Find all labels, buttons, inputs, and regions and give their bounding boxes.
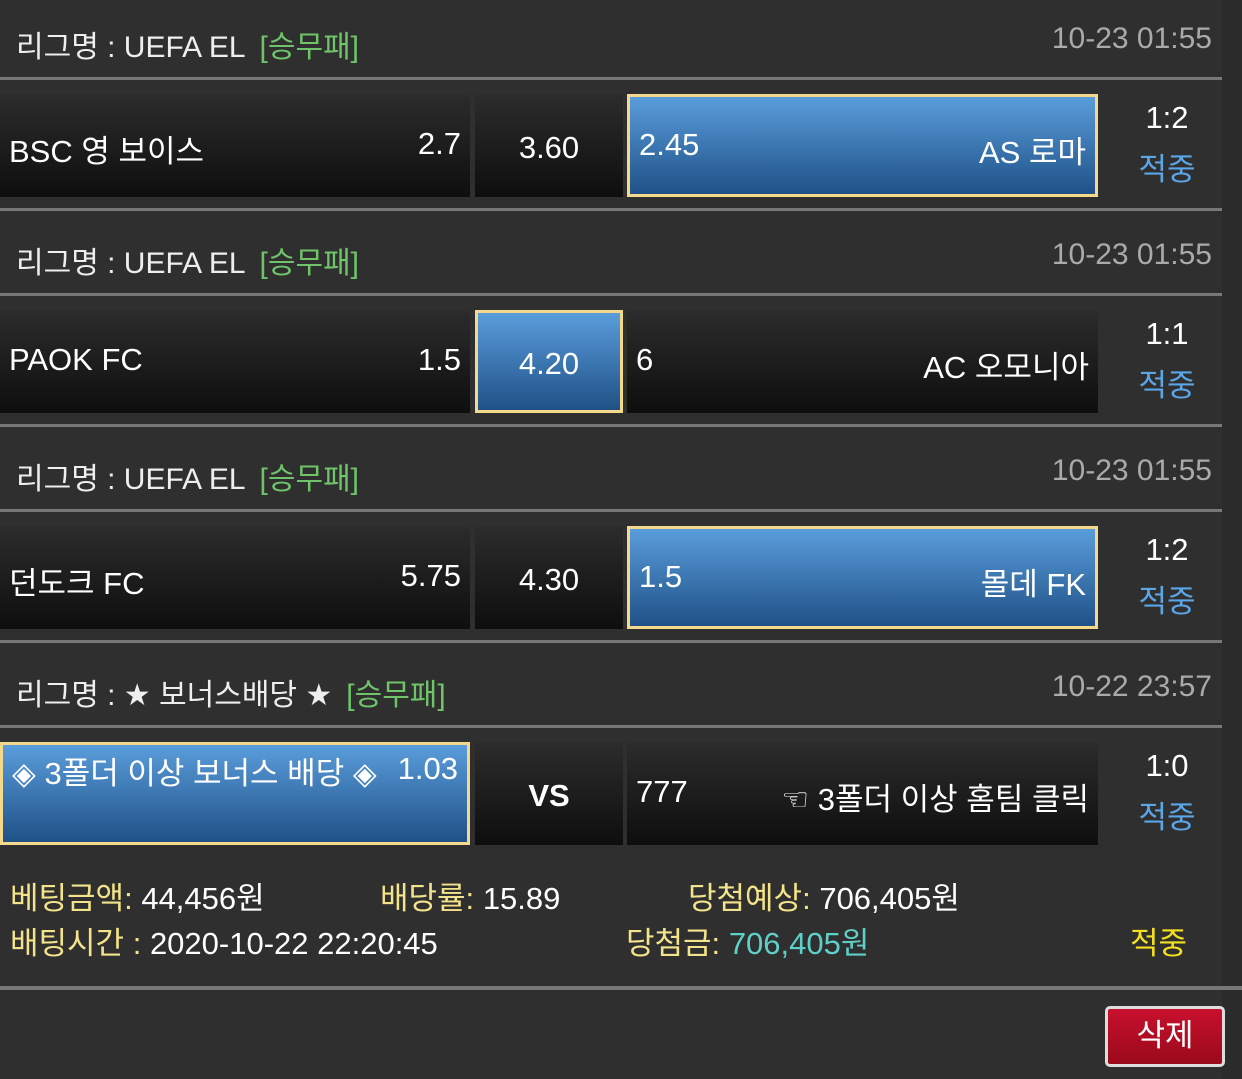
match-block: 리그명 : UEFA EL [승무패] 10-23 01:55 BSC 영 보이스… bbox=[0, 0, 1222, 216]
away-odds: 2.45 bbox=[639, 127, 700, 162]
score: 1:1 bbox=[1145, 316, 1189, 351]
divider bbox=[0, 640, 1222, 643]
match-header: 리그명 : ★ 보너스배당 ★ [승무패] 10-22 23:57 bbox=[0, 648, 1222, 728]
home-option[interactable]: PAOK FC 1.5 bbox=[0, 310, 470, 413]
draw-odds: 3.60 bbox=[518, 130, 580, 165]
match-result: 1:2 적중 bbox=[1100, 532, 1234, 621]
expected-value: 706,405원 bbox=[819, 881, 960, 916]
league-name: 리그명 : ★ 보너스배당 ★ [승무패] bbox=[16, 670, 446, 714]
draw-odds: 4.30 bbox=[518, 562, 580, 597]
league-label: 리그명 : UEFA EL bbox=[16, 31, 246, 64]
away-option[interactable]: 2.45 AS 로마 bbox=[627, 94, 1098, 197]
divider bbox=[0, 509, 1222, 512]
home-team: PAOK FC bbox=[9, 342, 143, 377]
draw-odds: 4.20 bbox=[518, 346, 580, 381]
divider bbox=[0, 208, 1222, 211]
divider bbox=[0, 986, 1242, 990]
match-status: 적중 bbox=[1138, 152, 1196, 187]
away-team: AS 로마 bbox=[978, 135, 1086, 170]
bet-amount: 베팅금액: 44,456원 bbox=[10, 873, 265, 918]
away-odds: 1.5 bbox=[639, 559, 683, 594]
odds-value: 15.89 bbox=[482, 881, 561, 916]
delete-button[interactable]: 삭제 bbox=[1105, 1006, 1225, 1067]
away-odds: 777 bbox=[636, 774, 688, 809]
bet-amount-label: 베팅금액: bbox=[10, 881, 133, 916]
away-option[interactable]: 1.5 몰데 FK bbox=[627, 526, 1098, 629]
bet-type: [승무패] bbox=[346, 679, 446, 712]
match-time: 10-23 01:55 bbox=[1051, 454, 1212, 487]
match-status: 적중 bbox=[1138, 800, 1196, 835]
away-odds: 6 bbox=[636, 342, 654, 377]
home-team: ◈ 3폴더 이상 보너스 배당 ◈ bbox=[12, 756, 377, 791]
league-name: 리그명 : UEFA EL [승무패] bbox=[16, 238, 359, 282]
match-header: 리그명 : UEFA EL [승무패] 10-23 01:55 bbox=[0, 216, 1222, 296]
bet-time: 배팅시간 : 2020-10-22 22:20:45 bbox=[10, 918, 438, 963]
match-header: 리그명 : UEFA EL [승무패] 10-23 01:55 bbox=[0, 432, 1222, 512]
odds-label: 배당률: bbox=[380, 881, 475, 916]
match-status: 적중 bbox=[1138, 368, 1196, 403]
home-odds: 1.5 bbox=[417, 342, 461, 377]
match-time: 10-23 01:55 bbox=[1051, 22, 1212, 55]
match-result: 1:1 적중 bbox=[1100, 316, 1234, 405]
score: 1:2 bbox=[1145, 100, 1189, 135]
bet-amount-value: 44,456원 bbox=[141, 881, 265, 916]
home-option[interactable]: 던도크 FC 5.75 bbox=[0, 526, 470, 629]
league-label: 리그명 : UEFA EL bbox=[16, 247, 246, 280]
match-status: 적중 bbox=[1138, 584, 1196, 619]
match-header: 리그명 : UEFA EL [승무패] 10-23 01:55 bbox=[0, 0, 1222, 80]
match-block: 리그명 : UEFA EL [승무패] 10-23 01:55 던도크 FC 5.… bbox=[0, 432, 1222, 648]
draw-odds: VS bbox=[528, 778, 570, 813]
winnings-label: 당첨금: bbox=[626, 926, 721, 961]
match-result: 1:0 적중 bbox=[1100, 748, 1234, 837]
draw-option[interactable]: 3.60 bbox=[475, 94, 623, 197]
winnings-value: 706,405원 bbox=[728, 926, 870, 961]
home-odds: 2.7 bbox=[417, 126, 461, 161]
divider bbox=[0, 725, 1222, 728]
home-team: 던도크 FC bbox=[9, 566, 145, 601]
match-time: 10-23 01:55 bbox=[1051, 238, 1212, 271]
bet-time-value: 2020-10-22 22:20:45 bbox=[149, 926, 438, 961]
away-option[interactable]: 6 AC 오모니아 bbox=[627, 310, 1098, 413]
match-time: 10-22 23:57 bbox=[1051, 670, 1212, 703]
league-name: 리그명 : UEFA EL [승무패] bbox=[16, 454, 359, 498]
result-status: 적중 bbox=[1130, 926, 1188, 961]
away-team: 몰데 FK bbox=[980, 567, 1086, 602]
expected-win: 당첨예상: 706,405원 bbox=[688, 873, 960, 918]
divider bbox=[0, 293, 1222, 296]
score: 1:0 bbox=[1145, 748, 1189, 783]
match-result: 1:2 적중 bbox=[1100, 100, 1234, 189]
bet-type: [승무패] bbox=[259, 463, 360, 496]
draw-option[interactable]: VS bbox=[475, 742, 623, 845]
league-label: 리그명 : UEFA EL bbox=[16, 463, 246, 496]
winnings: 당첨금: 706,405원 bbox=[626, 918, 869, 963]
match-block: 리그명 : UEFA EL [승무패] 10-23 01:55 PAOK FC 1… bbox=[0, 216, 1222, 432]
home-option[interactable]: BSC 영 보이스 2.7 bbox=[0, 94, 470, 197]
expected-label: 당첨예상: bbox=[688, 881, 811, 916]
away-team: AC 오모니아 bbox=[923, 350, 1089, 385]
home-option[interactable]: ◈ 3폴더 이상 보너스 배당 ◈ 1.03 bbox=[0, 742, 470, 845]
bet-type: [승무패] bbox=[259, 31, 360, 64]
away-option[interactable]: 777 ☜ 3폴더 이상 홈팀 클릭 bbox=[627, 742, 1098, 845]
draw-option[interactable]: 4.20 bbox=[475, 310, 623, 413]
bet-type: [승무패] bbox=[259, 247, 360, 280]
away-team: ☜ 3폴더 이상 홈팀 클릭 bbox=[781, 782, 1089, 817]
score: 1:2 bbox=[1145, 532, 1189, 567]
odds: 배당률: 15.89 bbox=[380, 873, 560, 918]
bet-time-label: 배팅시간 : bbox=[10, 926, 142, 961]
league-label: 리그명 : ★ 보너스배당 ★ bbox=[16, 679, 333, 712]
league-name: 리그명 : UEFA EL [승무패] bbox=[16, 22, 359, 66]
draw-option[interactable]: 4.30 bbox=[475, 526, 623, 629]
home-odds: 1.03 bbox=[397, 751, 458, 786]
home-team: BSC 영 보이스 bbox=[9, 134, 205, 169]
home-odds: 5.75 bbox=[400, 558, 461, 593]
divider bbox=[0, 77, 1222, 80]
divider bbox=[0, 424, 1222, 427]
match-block: 리그명 : ★ 보너스배당 ★ [승무패] 10-22 23:57 ◈ 3폴더 이… bbox=[0, 648, 1222, 864]
